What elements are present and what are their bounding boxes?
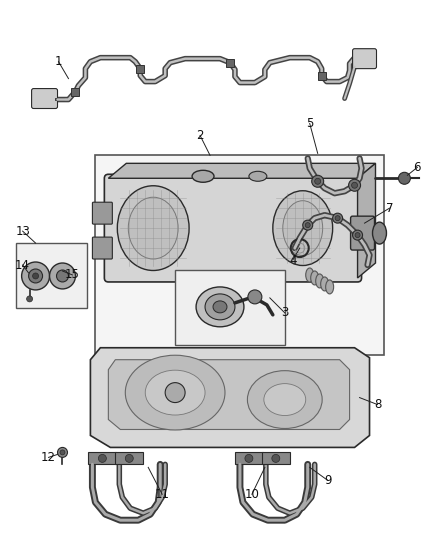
Circle shape (57, 270, 68, 282)
Text: 5: 5 (306, 117, 314, 130)
Circle shape (28, 269, 42, 283)
FancyBboxPatch shape (353, 49, 377, 69)
Text: 14: 14 (15, 259, 30, 271)
Text: 10: 10 (244, 488, 259, 501)
Circle shape (99, 455, 106, 462)
Circle shape (353, 230, 363, 240)
Ellipse shape (372, 222, 386, 244)
Ellipse shape (321, 277, 328, 291)
FancyBboxPatch shape (92, 202, 112, 224)
Circle shape (60, 450, 65, 455)
Bar (226, 59, 234, 67)
Ellipse shape (273, 191, 332, 265)
Circle shape (303, 220, 313, 230)
Ellipse shape (117, 186, 189, 270)
Text: 7: 7 (386, 201, 393, 215)
Text: 15: 15 (65, 269, 80, 281)
Ellipse shape (145, 370, 205, 415)
Circle shape (312, 175, 324, 187)
Circle shape (245, 455, 253, 462)
Ellipse shape (205, 294, 235, 320)
Bar (136, 64, 144, 72)
Circle shape (335, 216, 340, 221)
Ellipse shape (192, 171, 214, 182)
Circle shape (355, 232, 360, 238)
Ellipse shape (264, 384, 306, 416)
Circle shape (305, 223, 310, 228)
FancyBboxPatch shape (32, 88, 57, 109)
Circle shape (57, 447, 67, 457)
Circle shape (125, 455, 133, 462)
Circle shape (49, 263, 75, 289)
Text: 13: 13 (15, 224, 30, 238)
Circle shape (21, 262, 49, 290)
Text: 2: 2 (196, 129, 204, 142)
Ellipse shape (283, 201, 323, 255)
Bar (235, 453, 263, 464)
Ellipse shape (316, 274, 324, 288)
Circle shape (272, 455, 280, 462)
Polygon shape (108, 360, 350, 430)
Circle shape (399, 172, 410, 184)
Text: 9: 9 (324, 474, 332, 487)
Ellipse shape (247, 370, 322, 429)
Text: 3: 3 (281, 306, 289, 319)
Text: 6: 6 (413, 161, 421, 174)
Ellipse shape (326, 280, 334, 294)
Circle shape (332, 213, 343, 223)
Polygon shape (90, 348, 370, 447)
Bar (175, 270, 285, 345)
Ellipse shape (128, 197, 178, 259)
FancyBboxPatch shape (350, 216, 374, 250)
Circle shape (32, 273, 39, 279)
Bar (88, 453, 117, 464)
Text: 1: 1 (55, 55, 62, 68)
Ellipse shape (311, 271, 319, 285)
Bar (95, 155, 385, 355)
FancyBboxPatch shape (92, 237, 112, 259)
Bar (115, 453, 143, 464)
FancyBboxPatch shape (104, 174, 361, 282)
Text: 12: 12 (41, 451, 56, 464)
Polygon shape (108, 163, 375, 178)
Circle shape (352, 182, 357, 188)
Bar (16, 243, 88, 308)
Circle shape (349, 179, 360, 191)
Circle shape (314, 178, 321, 184)
Text: 8: 8 (374, 398, 381, 411)
Text: 4: 4 (289, 254, 297, 266)
Bar (262, 453, 290, 464)
Ellipse shape (249, 171, 267, 181)
Circle shape (165, 383, 185, 402)
Polygon shape (357, 163, 375, 278)
Bar (318, 71, 326, 79)
Circle shape (248, 290, 262, 304)
Text: 11: 11 (155, 488, 170, 501)
Ellipse shape (125, 355, 225, 430)
Circle shape (27, 296, 32, 302)
Bar (71, 87, 79, 95)
Ellipse shape (196, 287, 244, 327)
Ellipse shape (306, 268, 314, 282)
Ellipse shape (213, 301, 227, 313)
